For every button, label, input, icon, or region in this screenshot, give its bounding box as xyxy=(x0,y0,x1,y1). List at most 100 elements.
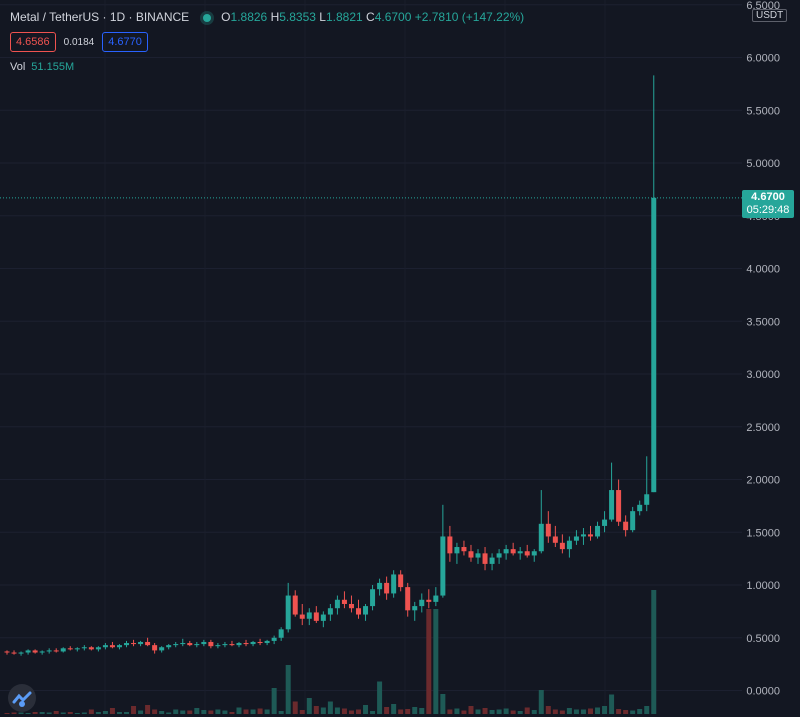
volume-bar xyxy=(152,709,158,714)
candle-body xyxy=(623,521,629,531)
low-value: 1.8821 xyxy=(325,10,363,24)
volume-bar xyxy=(440,694,446,714)
candle-body xyxy=(208,641,214,647)
price-tick-label: 5.5000 xyxy=(746,105,780,117)
candle-body xyxy=(236,643,242,646)
volume-bar xyxy=(370,711,376,714)
chart-legend: Metal / TetherUS · 1D · BINANCE O1.8826 H… xyxy=(10,10,525,24)
volume-bar xyxy=(243,709,249,714)
price-tick-label: 0.5000 xyxy=(746,633,780,645)
candle-body xyxy=(531,551,537,556)
volume-bar xyxy=(159,711,165,714)
candle-body xyxy=(348,603,354,609)
candle-body xyxy=(370,589,376,607)
candle-body xyxy=(412,606,418,611)
candle-body xyxy=(566,540,572,550)
candle-body xyxy=(377,582,383,590)
price-tick-label: 2.0000 xyxy=(746,475,780,487)
candle-body xyxy=(102,645,108,648)
volume-bar xyxy=(229,712,235,714)
volume-bar xyxy=(461,710,467,714)
candle-body xyxy=(39,651,45,653)
volume-bar xyxy=(377,681,383,714)
candle-body xyxy=(271,637,277,641)
volume-bar xyxy=(496,709,502,714)
currency-label[interactable]: USDT xyxy=(752,9,788,22)
candle-body xyxy=(489,557,495,564)
volume-bar xyxy=(278,711,284,714)
volume-bar xyxy=(524,707,530,714)
volume-bar xyxy=(32,712,38,714)
candle-body xyxy=(398,574,404,588)
volume-bar xyxy=(264,709,270,714)
candle-body xyxy=(447,536,453,554)
buy-button[interactable]: 4.6770 xyxy=(102,32,148,52)
volume-bar xyxy=(341,708,347,714)
volume-bar xyxy=(208,710,214,714)
candle-body xyxy=(201,641,207,645)
candle-body xyxy=(32,650,38,653)
volume-bar xyxy=(187,710,193,714)
price-tick-label: 0.0000 xyxy=(746,686,780,698)
volume-bar xyxy=(356,709,361,714)
candle-body xyxy=(637,504,643,512)
tradingview-logo-icon[interactable] xyxy=(8,684,36,712)
candle-body xyxy=(552,536,558,543)
candle-body xyxy=(616,490,622,522)
volume-bar xyxy=(433,609,439,714)
candle-body xyxy=(559,542,565,550)
candle-body xyxy=(602,519,608,526)
volume-bar xyxy=(651,590,657,714)
volume-bar xyxy=(517,711,523,714)
volume-bar xyxy=(609,694,615,714)
volume-bar xyxy=(454,708,460,714)
volume-bar xyxy=(419,708,425,714)
candle-body xyxy=(264,640,270,644)
volume-bar xyxy=(313,706,319,714)
volume-bar xyxy=(109,708,115,714)
candle-body xyxy=(587,534,593,537)
candle-body xyxy=(651,197,657,493)
candle-body xyxy=(187,643,193,646)
candle-body xyxy=(503,549,509,554)
candle-body xyxy=(524,551,530,556)
price-tick-label: 6.0000 xyxy=(746,53,780,65)
volume-bar xyxy=(545,706,551,714)
close-value: 4.6700 xyxy=(374,10,412,24)
volume-bar xyxy=(285,665,291,714)
candle-body xyxy=(243,643,249,645)
candle-body xyxy=(4,651,10,653)
candle-body xyxy=(166,645,172,648)
price-tick-label: 1.0000 xyxy=(746,580,780,592)
volume-bar xyxy=(559,710,565,714)
volume-bar xyxy=(102,711,108,714)
volume-bar xyxy=(602,706,608,714)
volume-value: 51.155M xyxy=(31,61,75,73)
candle-body xyxy=(299,614,305,619)
candle-body xyxy=(306,612,312,619)
volume-bar xyxy=(637,709,643,714)
candle-body xyxy=(363,606,369,615)
volume-bar xyxy=(236,707,242,714)
candle-body xyxy=(391,574,397,594)
volume-bar xyxy=(306,698,312,714)
volume-bar xyxy=(124,712,130,714)
candle-body xyxy=(257,641,263,644)
volume-bar xyxy=(46,712,52,714)
volume-bar xyxy=(320,707,326,714)
symbol-title[interactable]: Metal / TetherUS · 1D · BINANCE xyxy=(10,10,190,24)
candle-body xyxy=(468,551,474,558)
volume-bar xyxy=(538,690,544,714)
volume-bar xyxy=(384,707,390,714)
current-price-tag: 4.6700 05:29:48 xyxy=(742,190,794,218)
high-value: 5.8353 xyxy=(279,10,316,24)
candle-body xyxy=(419,599,425,607)
candle-body xyxy=(433,595,439,602)
volume-bar xyxy=(573,709,579,714)
price-tick-label: 3.0000 xyxy=(746,369,780,381)
sell-button[interactable]: 4.6586 xyxy=(10,32,56,52)
volume-bar xyxy=(348,710,354,714)
change-value: +2.7810 (+147.22%) xyxy=(414,10,525,24)
volume-bar xyxy=(405,709,411,714)
